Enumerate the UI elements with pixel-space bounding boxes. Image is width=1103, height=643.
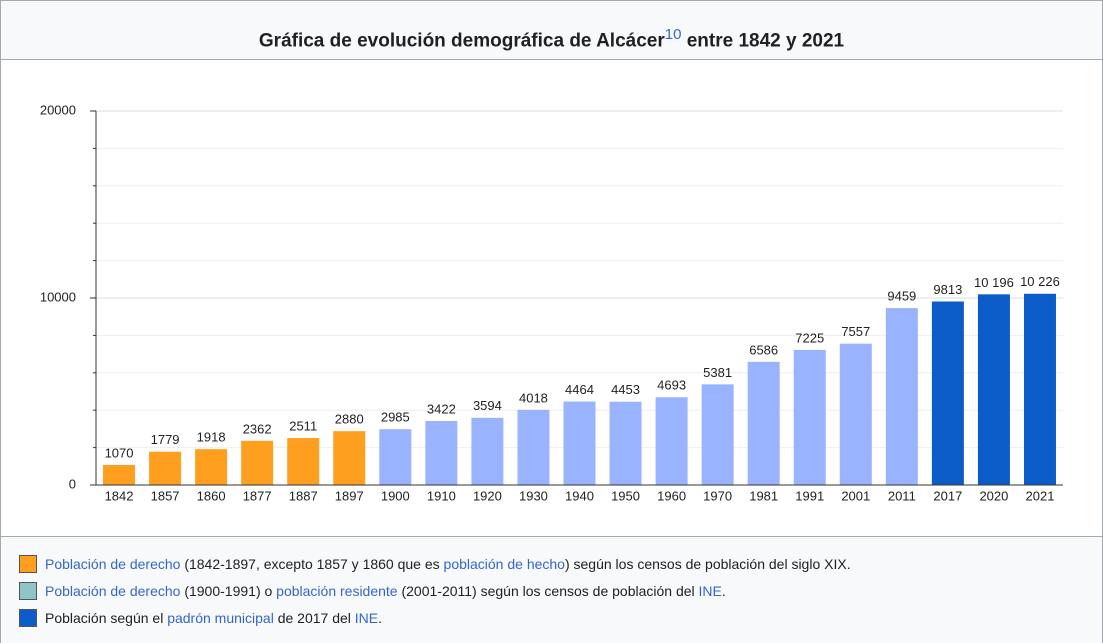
bar [149,451,182,485]
value-label: 7557 [841,324,870,339]
title-text: entre 1842 y 2021 [681,30,845,52]
legend-text: (2001-2011) según los censos de població… [397,583,699,599]
bar [287,438,320,485]
x-tick-label: 1842 [105,488,134,503]
bar [1023,293,1056,485]
bar [655,397,688,485]
bar [379,429,412,485]
bar [425,421,458,485]
bar [701,384,734,485]
value-label: 4453 [611,382,640,397]
bar [471,417,504,485]
legend-swatch [19,609,37,627]
bar [103,464,136,485]
title-text: Gráfica de evolución demográfica de Alcá… [258,30,665,52]
bar [977,294,1010,485]
chart: 0 10000 20000 1842 1070 1857 1779 1860 1918 1877 2… [40,102,1063,503]
value-label: 10 226 [1020,274,1060,289]
bar [241,440,274,485]
x-tick-label: 1910 [427,488,456,503]
x-tick-label: 1900 [381,488,410,503]
legend: Población de derecho (1842-1897, excepto… [1,536,1102,643]
legend-link[interactable]: Población de derecho [45,556,181,572]
value-label: 1779 [151,432,180,447]
value-label: 9459 [887,289,916,304]
value-label: 2362 [243,421,272,436]
bar [195,449,228,485]
bar [517,409,550,485]
x-tick-label: 2020 [979,488,1008,503]
bar [885,308,918,485]
chart-title: Gráfica de evolución demográfica de Alcá… [1,1,1102,60]
legend-item: Población de derecho (1900-1991) o pobla… [19,581,726,601]
legend-link[interactable]: población de hecho [443,556,565,572]
x-tick-label: 1981 [749,488,778,503]
legend-text: . [378,610,383,626]
legend-text: de 2017 del [273,610,355,626]
legend-swatch [19,555,37,573]
x-tick-label: 2011 [888,488,916,503]
x-tick-label: 2017 [933,488,962,503]
legend-link[interactable]: INE [698,583,722,599]
legend-item: Población según el padrón municipal de 2… [19,608,382,628]
x-tick-label: 1991 [795,488,824,503]
value-label: 2511 [289,418,317,433]
x-tick-label: 2001 [841,488,870,503]
value-label: 3422 [427,401,456,416]
value-label: 6586 [749,342,778,357]
value-label: 4693 [657,378,686,393]
legend-link[interactable]: padrón municipal [167,610,274,626]
bar [333,431,366,485]
x-tick-label: 1857 [151,488,180,503]
legend-swatch [19,582,37,600]
x-tick-label: 1970 [703,488,732,503]
bar [609,401,642,485]
title-link[interactable]: 10 [664,26,682,43]
bar [839,343,872,485]
value-label: 10 196 [974,275,1014,290]
value-label: 9813 [933,282,962,297]
x-tick-label: 1860 [197,488,226,503]
x-tick-label: 1920 [473,488,502,503]
value-label: 5381 [703,365,732,380]
x-tick-label: 1897 [335,488,364,503]
x-tick-label: 1950 [611,488,640,503]
x-tick-label: 2021 [1026,488,1055,503]
legend-text: (1900-1991) o [180,583,277,599]
x-tick-label: 1960 [657,488,686,503]
legend-link[interactable]: Población de derecho [45,583,181,599]
x-tick-label: 1887 [289,488,318,503]
x-tick-label: 1930 [519,488,548,503]
y-tick-label: 10000 [40,289,76,304]
value-label: 2985 [381,410,410,425]
y-tick-label: 0 [69,476,76,491]
legend-item: Población de derecho (1842-1897, excepto… [19,554,851,574]
value-label: 1918 [197,430,226,445]
legend-link[interactable]: población residente [276,583,398,599]
value-label: 4018 [519,390,548,405]
bar [563,401,596,485]
value-label: 1070 [105,445,134,460]
bar [931,301,964,485]
bar [793,349,826,485]
x-tick-label: 1940 [565,488,594,503]
value-label: 4464 [565,382,594,397]
x-tick-label: 1877 [243,488,272,503]
legend-text: ) según los censos de población del sigl… [564,556,851,572]
legend-text: . [721,583,726,599]
value-label: 7225 [795,330,824,345]
value-label: 3594 [473,398,502,413]
legend-link[interactable]: INE [354,610,379,626]
value-label: 2880 [335,412,364,427]
bar [747,361,780,485]
y-tick-label: 20000 [40,102,76,117]
legend-text: (1842-1897, excepto 1857 y 1860 que es [180,556,444,572]
legend-text: Población según el [45,610,168,626]
